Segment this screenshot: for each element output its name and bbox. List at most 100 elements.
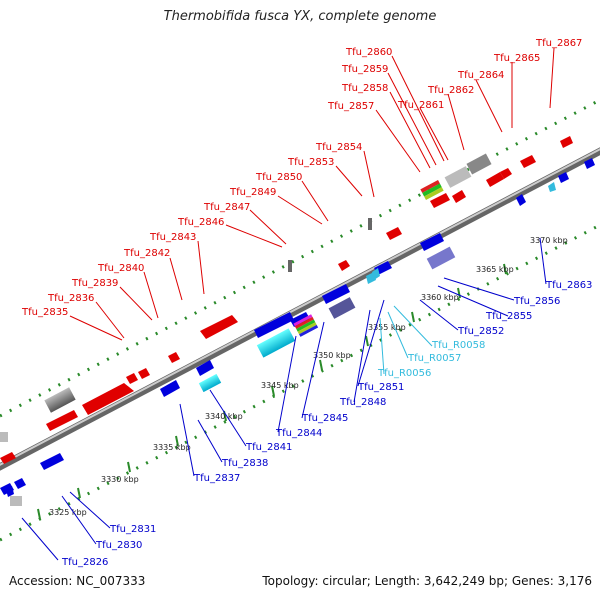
gene-label: Tfu_2855 [485,311,532,322]
rna-gene-labels: Tfu_R0056 Tfu_R0057 Tfu_R0058 [377,340,485,379]
gene-label: Tfu_2854 [315,142,362,153]
scale-label: 3330 kbp [101,475,139,484]
gene-feature[interactable] [256,328,296,358]
gene-label: Tfu_2853 [287,157,334,168]
gene-label: Tfu_2831 [109,524,156,535]
gene-feature[interactable] [254,312,294,338]
gene-feature[interactable] [516,194,526,206]
gene-feature[interactable] [520,155,536,168]
gene-feature[interactable] [452,190,466,203]
gene-feature[interactable] [584,158,595,169]
gene-feature[interactable] [6,486,14,497]
gene-feature[interactable] [200,315,238,339]
scale-label: 3365 kbp [476,265,514,274]
gene-label: Tfu_R0056 [377,368,431,379]
gene-label: Tfu_2841 [245,442,292,453]
gene-label: Tfu_2851 [357,382,404,393]
gene-feature[interactable] [0,432,8,442]
accession-label: Accession: NC_007333 [9,574,146,588]
gene-feature[interactable] [160,380,180,397]
gene-label: Tfu_2847 [203,202,250,213]
forward-gene-labels: Tfu_2835 Tfu_2836 Tfu_2839 Tfu_2840 Tfu_… [21,38,582,318]
rna-feature[interactable] [372,268,380,280]
scale-label: 3350 kbp [313,351,351,360]
gene-label: Tfu_2837 [193,473,240,484]
gene-feature[interactable] [0,452,16,464]
gene-feature[interactable] [466,153,492,175]
gene-label: Tfu_R0058 [431,340,485,351]
gene-feature[interactable] [198,373,222,393]
grey-features[interactable] [0,153,492,442]
gene-label: Tfu_2843 [149,232,196,243]
reverse-leader-lines [21,237,547,561]
gene-feature[interactable] [196,360,214,376]
gene-feature[interactable] [168,352,180,363]
gene-label: Tfu_2849 [229,187,276,198]
gene-label: Tfu_2844 [275,428,322,439]
gene-feature[interactable] [138,368,150,379]
gene-feature[interactable] [560,136,573,148]
gene-label: Tfu_2861 [397,100,444,111]
scale-label: 3340 kbp [205,412,243,421]
scale-label: 3360 kbp [421,293,459,302]
gene-label: Tfu_2862 [427,85,474,96]
gene-feature[interactable] [386,227,402,240]
gene-feature[interactable] [486,172,504,187]
gene-label: Tfu_2863 [545,280,592,291]
scale-label: 3370 kbp [530,236,568,245]
rna-genes[interactable] [366,182,556,284]
multi-feature[interactable] [420,180,444,200]
forward-leader-lines [69,47,555,341]
gene-feature[interactable] [44,387,76,413]
gene-label: Tfu_2867 [535,38,582,49]
gene-feature[interactable] [322,284,350,304]
gene-feature[interactable] [46,410,78,431]
gene-label: Tfu_2857 [327,101,374,112]
reverse-gene-labels: Tfu_2826 Tfu_2830 Tfu_2831 Tfu_2837 Tfu_… [61,280,592,568]
rna-leader-lines [379,305,433,375]
scale-label: 3335 kbp [153,443,191,452]
gene-feature[interactable] [368,218,372,230]
gene-label: Tfu_2830 [95,540,142,551]
gene-label: Tfu_2865 [493,53,540,64]
gene-label: Tfu_2846 [177,217,224,228]
gene-feature[interactable] [10,496,22,506]
gene-label: Tfu_2864 [457,70,504,81]
forward-tick-track [0,98,600,418]
gene-feature[interactable] [426,246,456,270]
gene-feature[interactable] [14,478,26,489]
gene-label: Tfu_2859 [341,64,388,75]
gene-feature[interactable] [430,193,450,208]
gene-label: Tfu_2852 [457,326,504,337]
gene-feature[interactable] [444,166,472,188]
genome-backbone [0,147,600,471]
gene-label: Tfu_2858 [341,83,388,94]
gene-label: Tfu_2848 [339,397,386,408]
forward-genes[interactable] [0,136,573,464]
gene-label: Tfu_2842 [123,248,170,259]
gene-feature[interactable] [288,260,292,272]
gene-feature[interactable] [500,168,512,179]
reverse-color-blocks[interactable] [10,246,456,506]
scale-label: 3345 kbp [261,381,299,390]
gene-feature[interactable] [40,453,64,470]
gene-label: Tfu_2839 [71,278,118,289]
rna-feature[interactable] [548,182,556,192]
gene-label: Tfu_2860 [345,47,392,58]
page-title: Thermobifida fusca YX, complete genome [163,9,437,24]
genome-backbone-highlight [0,148,600,466]
genome-summary: Topology: circular; Length: 3,642,249 bp… [262,574,592,588]
gene-feature[interactable] [328,297,356,319]
gene-label: Tfu_2836 [47,293,94,304]
gene-feature[interactable] [558,172,569,183]
scale-label: 3325 kbp [49,508,87,517]
gene-feature[interactable] [420,233,444,251]
gene-feature[interactable] [82,383,134,415]
gene-feature[interactable] [0,483,14,495]
gene-label: Tfu_2845 [301,413,348,424]
gene-feature[interactable] [338,260,350,271]
multi-feature-reverse[interactable] [293,314,319,337]
scale-label: 3355 kbp [368,323,406,332]
gene-feature[interactable] [126,373,138,384]
